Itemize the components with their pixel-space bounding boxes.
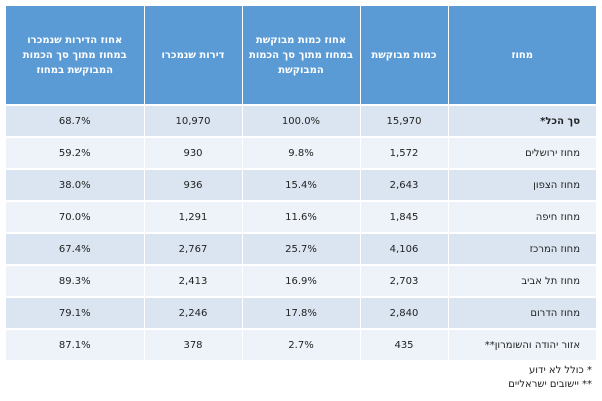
table-row: מחוז המרכז 4,106 25.7% 2,767 67.4%: [6, 232, 596, 265]
region-cell: מחוז ירושלים: [447, 136, 596, 169]
header-pct-of-total: אחוז כמות מבוקשת במחוז מתוך סך הכמות המב…: [241, 6, 360, 106]
pct-sold-cell: 68.7%: [6, 104, 144, 137]
sold-cell: 2,246: [143, 296, 242, 329]
pct-of-total-cell: 100.0%: [241, 104, 360, 137]
sold-cell: 2,413: [143, 264, 242, 297]
pct-of-total-cell: 11.6%: [241, 200, 360, 233]
pct-sold-cell: 87.1%: [6, 328, 144, 360]
table-row: מחוז חיפה 1,845 11.6% 1,291 70.0%: [6, 200, 596, 233]
table-row: מחוז ירושלים 1,572 9.8% 930 59.2%: [6, 136, 596, 169]
region-cell: סך הכל*: [447, 104, 596, 137]
pct-sold-cell: 67.4%: [6, 232, 144, 265]
pct-sold-cell: 79.1%: [6, 296, 144, 329]
requested-cell: 2,643: [359, 168, 448, 201]
requested-cell: 4,106: [359, 232, 448, 265]
header-row: מחוז כמות מבוקשת אחוז כמות מבוקשת במחוז …: [6, 6, 596, 106]
pct-of-total-cell: 9.8%: [241, 136, 360, 169]
pct-sold-cell: 59.2%: [6, 136, 144, 169]
table-row: סך הכל* 15,970 100.0% 10,970 68.7%: [6, 104, 596, 137]
pct-of-total-cell: 25.7%: [241, 232, 360, 265]
header-requested: כמות מבוקשת: [359, 6, 448, 106]
footnotes: * כולל לא ידוע ** יישובים ישראליים: [508, 364, 592, 392]
sold-cell: 930: [143, 136, 242, 169]
footnote-unknown: * כולל לא ידוע: [529, 365, 592, 376]
pct-of-total-cell: 17.8%: [241, 296, 360, 329]
requested-cell: 435: [359, 328, 448, 360]
requested-cell: 2,703: [359, 264, 448, 297]
requested-cell: 15,970: [359, 104, 448, 137]
pct-of-total-cell: 16.9%: [241, 264, 360, 297]
region-cell: מחוז הצפון: [447, 168, 596, 201]
requested-cell: 1,572: [359, 136, 448, 169]
footnote-israeli-settlements: ** יישובים ישראליים: [508, 379, 592, 390]
requested-cell: 2,840: [359, 296, 448, 329]
header-region: מחוז: [447, 6, 596, 106]
region-cell: מחוז הדרום: [447, 296, 596, 329]
header-pct-sold: אחוז הדירות שנמכרו במחוז מתוך סך הכמות ה…: [6, 6, 144, 106]
sold-cell: 378: [143, 328, 242, 360]
region-cell: אזור יהודה והשומרון**: [447, 328, 596, 360]
pct-sold-cell: 89.3%: [6, 264, 144, 297]
region-cell: מחוז חיפה: [447, 200, 596, 233]
requested-cell: 1,845: [359, 200, 448, 233]
pct-sold-cell: 70.0%: [6, 200, 144, 233]
region-cell: מחוז המרכז: [447, 232, 596, 265]
table-row: מחוז הדרום 2,840 17.8% 2,246 79.1%: [6, 296, 596, 329]
pct-of-total-cell: 15.4%: [241, 168, 360, 201]
pct-sold-cell: 38.0%: [6, 168, 144, 201]
table-row: מחוז תל אביב 2,703 16.9% 2,413 89.3%: [6, 264, 596, 297]
sold-cell: 1,291: [143, 200, 242, 233]
data-table: מחוז כמות מבוקשת אחוז כמות מבוקשת במחוז …: [6, 6, 596, 360]
sold-cell: 10,970: [143, 104, 242, 137]
table-row: אזור יהודה והשומרון** 435 2.7% 378 87.1%: [6, 328, 596, 360]
pct-of-total-cell: 2.7%: [241, 328, 360, 360]
table-row: מחוז הצפון 2,643 15.4% 936 38.0%: [6, 168, 596, 201]
region-cell: מחוז תל אביב: [447, 264, 596, 297]
header-sold: דירות שנמכרו: [143, 6, 242, 106]
sold-cell: 2,767: [143, 232, 242, 265]
sold-cell: 936: [143, 168, 242, 201]
